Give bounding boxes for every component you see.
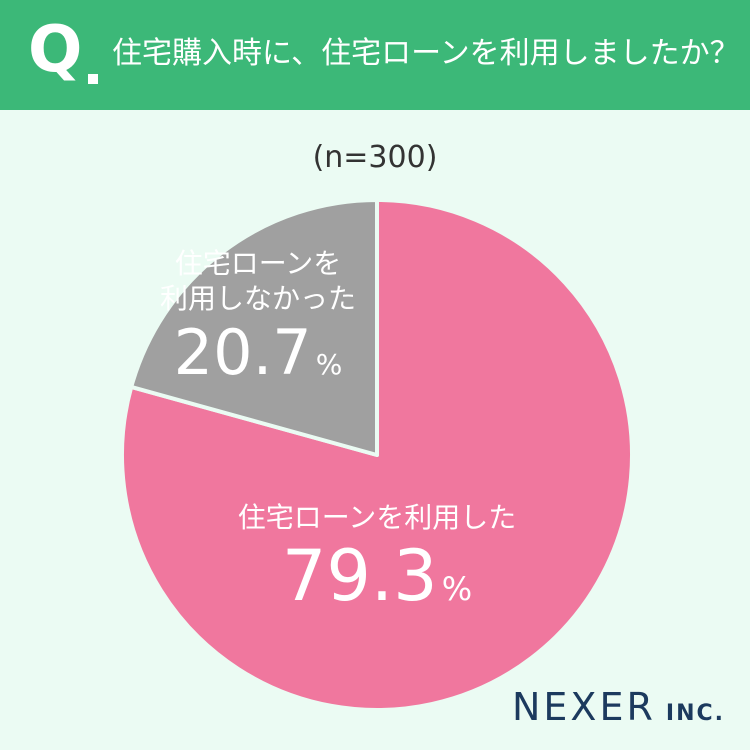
slice-label-1-line-1: 利用しなかった: [160, 282, 356, 315]
question-header: Q 住宅購入時に、住宅ローンを利用しましたか？: [0, 0, 750, 110]
question-text: 住宅購入時に、住宅ローンを利用しましたか？: [112, 36, 740, 71]
nexer-logo: NEXER INC.: [512, 688, 725, 726]
slice-unit-1: %: [316, 348, 343, 381]
logo-name: NEXER: [512, 685, 656, 729]
slice-label-1-line-0: 住宅ローンを: [175, 247, 342, 280]
sample-size: (n=300): [312, 140, 438, 175]
slice-label-0-line-0: 住宅ローンを利用した: [238, 501, 517, 534]
logo-suffix: INC.: [665, 701, 725, 726]
pie-slice-1: [129, 198, 379, 457]
slice-unit-0: %: [442, 570, 472, 608]
q-dot: [88, 74, 98, 84]
pie-slice-0: [120, 198, 634, 712]
q-label: Q: [28, 13, 83, 87]
